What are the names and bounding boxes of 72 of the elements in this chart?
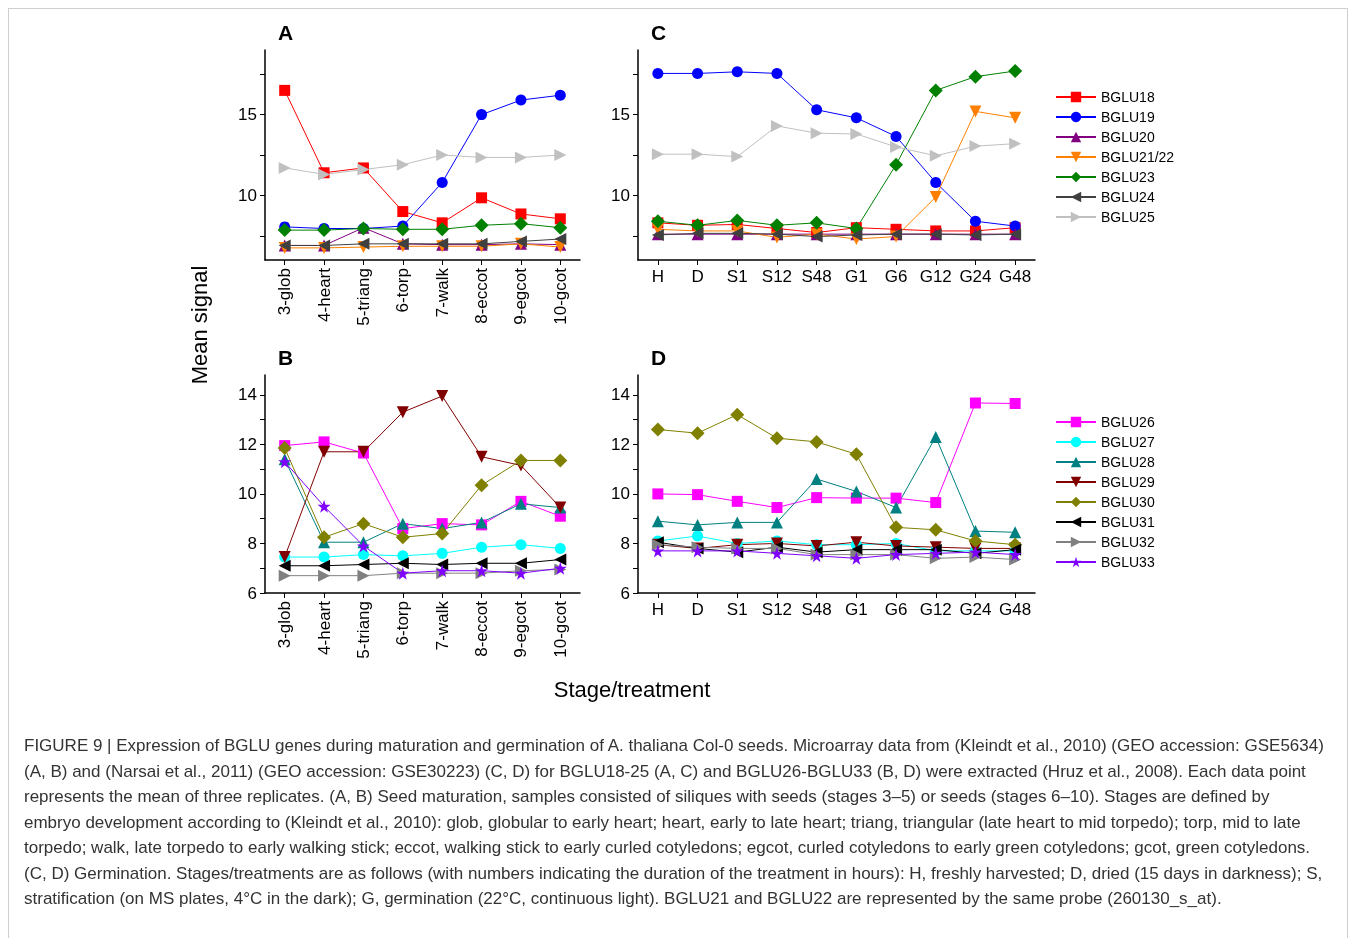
x-tick-label: 3-glob (275, 601, 295, 649)
x-tick-label: 3-glob (275, 268, 295, 316)
x-tick-label: S12 (761, 267, 793, 286)
legend-label: BGLU28 (1101, 454, 1155, 470)
x-tick-label: S48 (801, 267, 832, 286)
legend-label: BGLU32 (1101, 534, 1155, 550)
y-tick-label: 14 (238, 385, 257, 405)
chart-title: A (278, 21, 294, 44)
x-tick-label: S1 (726, 600, 748, 619)
x-tick-label: 4-heart (314, 267, 334, 322)
y-tick-label: 15 (611, 105, 630, 125)
chart-title: B (278, 346, 294, 369)
legend-label: BGLU25 (1101, 209, 1155, 225)
y-tick-label: 8 (247, 533, 257, 553)
x-tick-label: G12 (919, 600, 952, 619)
x-tick-label: G48 (999, 267, 1032, 286)
legend-label: BGLU30 (1101, 494, 1155, 510)
y-tick-label: 10 (238, 484, 257, 504)
y-tick-label: 14 (611, 385, 630, 405)
x-tick-label: G6 (884, 600, 908, 619)
x-tick-label: 6-torp (393, 601, 413, 646)
x-tick-label: G12 (919, 267, 952, 286)
x-tick-label: S1 (726, 267, 748, 286)
legend-label: BGLU26 (1101, 414, 1155, 430)
caption: FIGURE 9 | Expression of BGLU genes during maturation and germination of A. thaliana Col-0 seeds. Microarray data from (Kleindt et al., 2010) (GEO accession: GSE5634) (A, B) and (Narsai et al., 2011) (GEO accession: GSE30223) (C, D) for BGLU18-25 (A, C) and BGLU26-BGLU33 (B, D) were extracted (Hruz et al., 2008). Each data point represents the mean of three replicates. (A, B) Seed maturation, samples consisted of siliques with seeds (stages 3–5) or seeds (stages 6–10). Stages are defined by embryo development according to (Kleindt et al., 2010): glob, globular to early heart; heart, early to late heart; triang, triangular (late heart to mid torpedo); torp, mid to late torpedo; walk, late torpedo to early walking stick; eccot, walking stick to early curled cotyledons; egcot, curled cotyledons to early green cotyledons; gcot, green cotyledons. (C, D) Germination. Stages/treatments are as follows (with numbers indicating the duration of the treatment in hours): H, freshly harvested; D, dried (15 days in darkness); S, stratification (on MS plates, 4°C in the dark); G, germination (22°C, continuous light). BGLU21 and BGLU22 are represented by the same probe (260130_s_at). (24, 735, 1325, 910)
y-tick-label: 6 (247, 583, 257, 603)
legend-label: BGLU27 (1101, 434, 1155, 450)
y-axis-title: Mean signal (187, 265, 213, 385)
x-tick-label: 8-eccot (472, 267, 492, 324)
legend-label: BGLU18 (1101, 89, 1155, 105)
legend-label: BGLU19 (1101, 109, 1155, 125)
x-tick-label: S48 (801, 600, 832, 619)
x-tick-label: 9-egcot (511, 267, 531, 325)
x-tick-label: 4-heart (314, 600, 334, 655)
x-tick-label: H (651, 267, 664, 286)
x-axis-title: Stage/treatment (553, 677, 711, 703)
x-tick-label: G48 (999, 600, 1032, 619)
x-tick-label: H (651, 600, 664, 619)
chart-title: C (651, 21, 667, 44)
x-tick-label: S12 (761, 600, 793, 619)
y-tick-label: 15 (238, 105, 257, 125)
x-tick-label: G1 (845, 600, 868, 619)
y-tick-label: 8 (620, 533, 630, 553)
x-tick-label: G24 (959, 600, 992, 619)
legend-label: BGLU24 (1101, 189, 1155, 205)
x-tick-label: 10-gcot (550, 267, 570, 325)
legend-label: BGLU23 (1101, 169, 1155, 185)
legend-label: BGLU20 (1101, 129, 1155, 145)
y-tick-label: 12 (611, 434, 630, 454)
x-tick-label: 9-egcot (511, 600, 531, 658)
x-tick-label: 8-eccot (472, 600, 492, 657)
y-tick-label: 10 (611, 185, 630, 205)
x-tick-label: D (691, 267, 704, 286)
x-tick-label: D (691, 600, 704, 619)
x-tick-label: 5-triang (353, 268, 373, 326)
x-tick-label: G24 (959, 267, 992, 286)
y-tick-label: 10 (611, 484, 630, 504)
x-tick-label: G6 (884, 267, 908, 286)
chart-title: D (651, 346, 667, 369)
x-tick-label: 6-torp (393, 268, 413, 313)
y-tick-label: 10 (238, 185, 257, 205)
legend-label: BGLU31 (1101, 514, 1155, 530)
x-tick-label: 7-walk (432, 600, 452, 651)
x-tick-label: 7-walk (432, 267, 452, 318)
x-tick-label: G1 (845, 267, 868, 286)
legend-label: BGLU33 (1101, 554, 1155, 570)
y-tick-label: 12 (238, 434, 257, 454)
legend-label: BGLU21/22 (1101, 149, 1175, 165)
x-tick-label: 5-triang (353, 601, 373, 659)
legend-label: BGLU29 (1101, 474, 1155, 490)
y-tick-label: 6 (620, 583, 630, 603)
x-tick-label: 10-gcot (550, 600, 570, 658)
